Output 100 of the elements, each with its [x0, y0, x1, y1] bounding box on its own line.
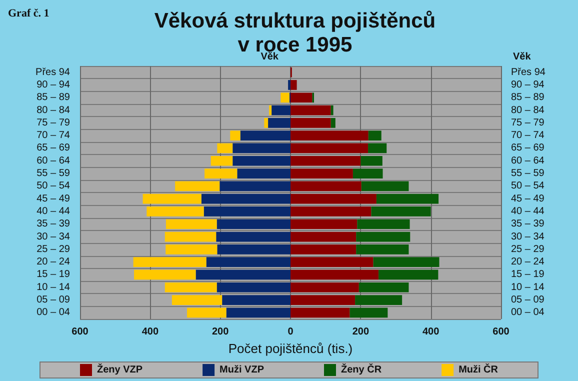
- legend-label: Ženy VZP: [96, 364, 143, 376]
- bar: [290, 257, 374, 268]
- category-label: 35 – 39: [36, 218, 70, 230]
- x-tick-label: 200: [212, 326, 230, 338]
- category-label: 75 – 79: [36, 117, 70, 128]
- bar: [330, 118, 336, 128]
- bar: [290, 80, 297, 90]
- y-tick-label: 55 – 59: [511, 168, 545, 180]
- bar: [226, 308, 290, 318]
- category-label: 65 – 69: [36, 142, 70, 154]
- bar: [290, 92, 312, 103]
- bar: [290, 244, 356, 254]
- bar: [290, 143, 368, 154]
- y-tick-label: 70 – 74: [511, 130, 545, 142]
- bar: [232, 156, 290, 166]
- category-label: 25 – 29: [36, 244, 70, 255]
- category-label: 30 – 34: [36, 231, 70, 242]
- bar: [290, 295, 356, 305]
- bar: [378, 270, 438, 280]
- legend-label: Muži ČR: [458, 364, 499, 376]
- bar: [166, 219, 217, 230]
- category-label: 40 – 44: [36, 206, 70, 217]
- category-label: 15 – 19: [36, 269, 70, 280]
- category-label: 80 – 84: [36, 104, 70, 116]
- x-tick-label: 600: [492, 326, 510, 338]
- bar: [166, 244, 218, 254]
- bar: [196, 270, 290, 280]
- x-tick-label: 0: [288, 326, 294, 338]
- legend-label: Ženy ČR: [341, 364, 382, 376]
- text: Graf č. 1: [8, 8, 50, 20]
- bar: [216, 232, 290, 242]
- bar: [371, 206, 431, 216]
- y-tick-label: 30 – 34: [511, 231, 545, 242]
- bar: [206, 257, 290, 268]
- category-label: 90 – 94: [36, 79, 70, 90]
- bar: [146, 206, 204, 216]
- y-tick-label: 15 – 19: [511, 269, 545, 280]
- bar: [290, 105, 331, 116]
- y-tick-label: 40 – 44: [511, 206, 545, 217]
- bar: [204, 168, 238, 178]
- y-tick-label: 50 – 54: [511, 180, 545, 192]
- bar: [240, 130, 290, 141]
- bar: [290, 308, 350, 318]
- y-tick-label: 75 – 79: [511, 117, 545, 128]
- bar: [268, 118, 290, 128]
- category-label: 70 – 74: [36, 130, 70, 142]
- category-label: 85 – 89: [36, 92, 70, 104]
- x-axis-title: Počet pojištěnců (tis.): [228, 340, 353, 356]
- category-label: 10 – 14: [36, 282, 70, 293]
- bar: [204, 206, 290, 216]
- bar: [290, 194, 376, 204]
- y-tick-label: 20 – 24: [511, 256, 545, 268]
- y-tick-label: 05 – 09: [511, 294, 545, 306]
- bar: [210, 156, 233, 166]
- bar: [290, 219, 358, 230]
- bar: [142, 194, 202, 204]
- category-label: 45 – 49: [36, 193, 70, 204]
- bar: [264, 118, 268, 128]
- category-label: 00 – 04: [36, 307, 70, 318]
- y2-axis-title: Věk: [513, 52, 532, 62]
- category-label: 60 – 64: [36, 155, 70, 166]
- category-label: 50 – 54: [36, 180, 70, 192]
- bar: [222, 295, 290, 305]
- bar: [175, 181, 220, 192]
- y-tick-label: 85 – 89: [511, 92, 545, 104]
- x-tick-label: 200: [352, 326, 370, 338]
- y-tick-label: 80 – 84: [511, 104, 545, 116]
- bar: [230, 130, 240, 141]
- bar: [237, 168, 290, 178]
- bar: [368, 130, 382, 141]
- bar: [376, 194, 439, 204]
- bar: [368, 143, 387, 154]
- bar: [280, 92, 290, 103]
- category-label: Přes 94: [36, 66, 70, 78]
- y-tick-label: 90 – 94: [511, 79, 545, 90]
- bar: [361, 181, 409, 192]
- bar: [290, 168, 353, 178]
- y-axis-title: Věk: [260, 52, 279, 62]
- bar: [373, 257, 440, 268]
- bar: [290, 206, 372, 216]
- bar: [356, 232, 410, 242]
- bar: [217, 143, 233, 154]
- legend-label: Muži VZP: [220, 364, 264, 376]
- bar: [217, 244, 290, 254]
- bar: [133, 257, 206, 268]
- bar: [290, 118, 331, 128]
- y-tick-label: 00 – 04: [511, 307, 545, 318]
- bar: [232, 143, 290, 154]
- y-tick-label: 25 – 29: [511, 244, 545, 255]
- bar: [164, 282, 217, 292]
- category-label: 20 – 24: [36, 256, 70, 268]
- bar: [216, 282, 290, 292]
- bar: [358, 282, 409, 292]
- bar: [290, 282, 359, 292]
- bar: [357, 219, 410, 230]
- bar: [355, 295, 402, 305]
- bar: [360, 156, 382, 166]
- x-tick-label: 400: [422, 326, 440, 338]
- bar: [216, 219, 290, 230]
- y-tick-label: 10 – 14: [511, 282, 545, 293]
